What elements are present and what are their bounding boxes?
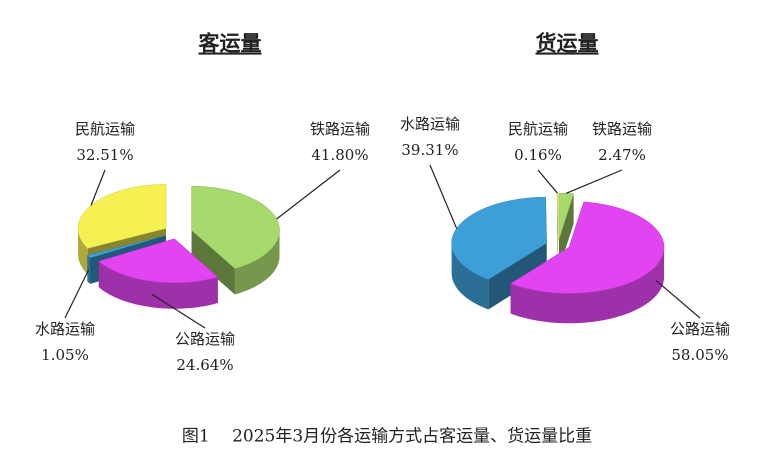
slice-side (451, 243, 489, 310)
slice-tops (77, 184, 280, 284)
chart-title: 客运量 (199, 31, 262, 56)
leader-line (276, 169, 341, 220)
leader-line (64, 269, 90, 319)
slice-value-label: 24.64% (176, 356, 233, 374)
slice-sides (451, 193, 665, 324)
leader-line (537, 169, 558, 194)
leader-line (151, 293, 206, 329)
slice-label: 水路运输 (35, 320, 95, 338)
slice-value-label: 0.16% (514, 146, 562, 164)
slice-label: 公路运输 (175, 330, 235, 348)
slice-label: 水路运输 (400, 115, 460, 133)
slice-side (98, 261, 218, 309)
pie-slice (191, 185, 280, 269)
leader-line (429, 164, 458, 229)
slice-label: 民航运输 (75, 120, 135, 138)
slice-value-label: 1.05% (41, 346, 89, 364)
slice-label: 铁路运输 (310, 120, 370, 138)
leader-line (566, 169, 623, 194)
pie-slice (510, 201, 665, 294)
slice-value-label: 41.80% (311, 146, 368, 164)
slice-wall (191, 230, 235, 295)
pie-slice (558, 192, 574, 240)
slice-wall (488, 243, 547, 310)
slice-value-label: 58.05% (671, 346, 728, 364)
caption: 图1 2025年3月份各运输方式占客运量、货运量比重 (182, 427, 592, 447)
leader-line (655, 280, 701, 319)
slice-side (87, 255, 91, 284)
slice-label: 民航运输 (508, 120, 568, 138)
pie-slice (86, 235, 166, 259)
slice-wall (558, 193, 574, 270)
slice-value-label: 2.47% (598, 146, 646, 164)
slice-value-label: 32.51% (76, 146, 133, 164)
pie-slice (98, 238, 219, 284)
slice-label: 公路运输 (670, 320, 730, 338)
slice-side (234, 230, 280, 295)
leader-line (90, 169, 106, 206)
slice-label: 铁路运输 (592, 120, 652, 138)
slice-side (510, 247, 665, 324)
slice-side (78, 228, 88, 275)
slice-tops (451, 192, 665, 294)
chart-title: 货运量 (536, 31, 599, 56)
slice-value-label: 39.31% (401, 141, 458, 159)
